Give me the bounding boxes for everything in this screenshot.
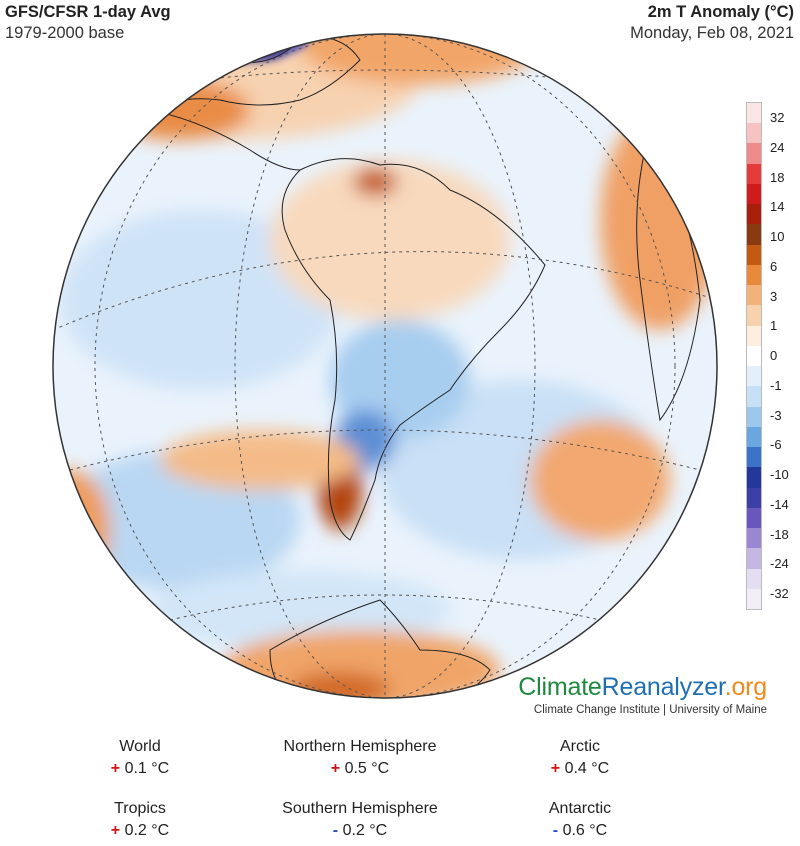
- globe-outline: [52, 33, 718, 699]
- legend-tick-label: 14: [770, 199, 785, 215]
- brand-logo: ClimateReanalyzer.org: [518, 673, 767, 701]
- legend-swatch: [747, 426, 761, 448]
- anomaly-field: [53, 34, 717, 698]
- legend-swatch: [747, 345, 761, 367]
- legend-tick-label: 3: [770, 288, 778, 304]
- variable-title: 2m T Anomaly (°C): [647, 3, 794, 21]
- stat-name: World: [119, 738, 161, 755]
- legend-swatch: [747, 244, 761, 266]
- legend-swatch: [747, 548, 761, 569]
- stat-name: Tropics: [114, 800, 166, 817]
- legend-swatch: [747, 204, 761, 225]
- stat-value: + 0.4 °C: [550, 760, 610, 777]
- legend-tick-label: 24: [770, 139, 785, 155]
- legend-swatch: [747, 285, 761, 306]
- header-right: 2m T Anomaly (°C) Monday, Feb 08, 2021: [630, 2, 794, 44]
- legend-swatch: [747, 103, 761, 124]
- legend-tick-label: -6: [770, 437, 782, 453]
- base-period: 1979-2000 base: [5, 24, 125, 42]
- stat-value: + 0.1 °C: [110, 760, 170, 777]
- legend-swatch: [747, 366, 761, 387]
- graticule: [53, 34, 717, 698]
- stat-name: Arctic: [560, 738, 600, 755]
- legend-swatch: [747, 123, 761, 144]
- legend-tick-label: -24: [770, 556, 789, 572]
- stat-name: Antarctic: [548, 800, 612, 817]
- south-america-outline: [281, 158, 546, 541]
- stat-name: Southern Hemisphere: [282, 800, 438, 817]
- stat-world: World + 0.1 °C: [30, 736, 250, 780]
- stat-southern-hemisphere: Southern Hemisphere - 0.2 °C: [250, 798, 470, 842]
- legend-tick-label: -3: [770, 407, 782, 423]
- stat-value: - 0.2 °C: [332, 822, 388, 839]
- legend-swatch: [747, 386, 761, 408]
- legend-swatch: [747, 487, 761, 509]
- legend-labels: 32 24 18 14 10 6 3 1 0 -1 -3 -6 -10 -14 -18 -24 -32: [770, 102, 800, 610]
- color-legend: [746, 102, 762, 610]
- stat-arctic: Arctic + 0.4 °C: [470, 736, 690, 780]
- brand-block: ClimateReanalyzer.org Climate Change Ins…: [518, 672, 767, 716]
- legend-tick-label: 0: [770, 348, 778, 363]
- legend-swatch: [747, 447, 761, 468]
- stat-antarctic: Antarctic - 0.6 °C: [470, 798, 690, 842]
- legend-tick-label: 10: [770, 229, 785, 244]
- legend-swatch: [747, 224, 761, 246]
- legend-swatch: [747, 588, 761, 610]
- legend-tick-label: 18: [770, 169, 785, 185]
- map-date: Monday, Feb 08, 2021: [630, 24, 794, 42]
- legend-swatch: [747, 264, 761, 286]
- stat-value: - 0.6 °C: [552, 822, 608, 839]
- legend-swatch: [747, 143, 761, 165]
- map-title: GFS/CFSR 1-day Avg: [5, 3, 171, 21]
- brand-tagline: Climate Change Institute | University of…: [533, 704, 767, 716]
- legend-tick-label: 1: [770, 318, 778, 334]
- legend-swatch: [747, 467, 761, 489]
- stat-tropics: Tropics + 0.2 °C: [30, 798, 250, 842]
- legend-swatch: [747, 406, 761, 428]
- legend-swatch: [747, 183, 761, 205]
- legend-tick-label: 6: [770, 258, 778, 274]
- legend-swatch: [747, 325, 761, 347]
- legend-swatch: [747, 528, 761, 549]
- legend-swatch: [747, 568, 761, 590]
- antarctica-outline: [269, 599, 491, 698]
- stat-northern-hemisphere: Northern Hemisphere + 0.5 °C: [250, 736, 470, 780]
- legend-tick-label: -10: [770, 467, 789, 482]
- central-america-outline: [149, 109, 301, 171]
- legend-swatch: [747, 305, 761, 327]
- legend-tick-label: 32: [770, 110, 785, 125]
- stat-value: + 0.2 °C: [110, 822, 170, 839]
- stat-value: + 0.5 °C: [330, 760, 390, 777]
- legend-tick-label: -1: [770, 377, 782, 393]
- stat-name: Northern Hemisphere: [283, 738, 437, 755]
- legend-tick-label: -32: [770, 586, 789, 601]
- legend-swatch: [747, 507, 761, 529]
- legend-tick-label: -18: [770, 526, 789, 542]
- legend-tick-label: -14: [770, 496, 789, 512]
- header-left: GFS/CFSR 1-day Avg 1979-2000 base: [5, 2, 171, 44]
- legend-swatch: [747, 163, 761, 185]
